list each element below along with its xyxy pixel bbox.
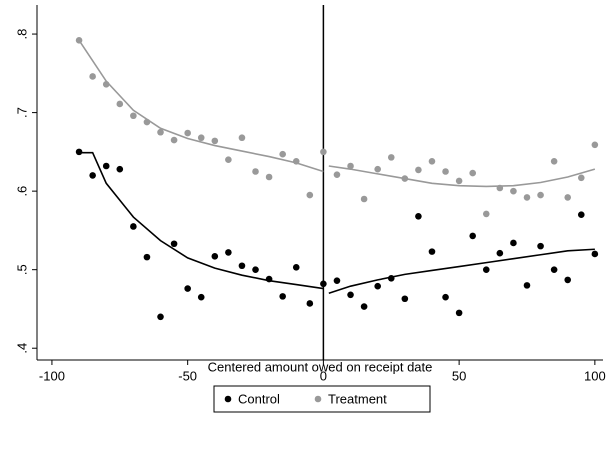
x-tick-label: 0 <box>320 368 327 383</box>
point <box>347 291 354 299</box>
fit-line <box>78 39 324 173</box>
point <box>265 173 273 181</box>
point <box>360 195 368 203</box>
point <box>184 129 191 137</box>
point <box>415 166 422 174</box>
point <box>523 282 531 289</box>
point <box>306 191 314 199</box>
point <box>279 150 286 158</box>
point <box>211 253 219 260</box>
point <box>428 248 436 255</box>
point <box>374 165 381 173</box>
legend-box <box>213 385 431 413</box>
point <box>577 174 585 182</box>
point <box>510 187 517 195</box>
point <box>238 262 246 270</box>
point <box>170 240 178 248</box>
y-tick-label: .4 <box>14 343 29 354</box>
x-tick-label: -50 <box>178 368 197 383</box>
point <box>320 280 327 288</box>
point <box>225 249 232 256</box>
legend-marker <box>224 395 232 403</box>
point <box>496 249 504 257</box>
point <box>157 313 164 321</box>
point <box>428 157 436 165</box>
y-tick-label: .7 <box>14 107 29 118</box>
point <box>564 194 572 201</box>
point <box>455 177 463 185</box>
point <box>197 134 205 142</box>
point <box>252 266 259 273</box>
point <box>387 154 395 161</box>
x-tick-label: -100 <box>39 368 65 383</box>
fit-line <box>79 151 324 290</box>
point <box>157 128 164 136</box>
point <box>320 148 327 156</box>
point <box>591 141 599 149</box>
legend-label: Treatment <box>328 391 387 406</box>
point <box>537 242 544 250</box>
point <box>225 156 232 164</box>
fit-line <box>328 248 595 295</box>
point <box>347 162 354 170</box>
legend-label: Control <box>238 391 280 406</box>
point <box>550 157 558 165</box>
point <box>197 293 205 301</box>
y-tick-label: .5 <box>14 264 29 275</box>
point <box>116 165 124 173</box>
point <box>401 295 409 303</box>
y-tick-label: .8 <box>14 29 29 40</box>
point <box>130 223 137 230</box>
point <box>550 266 558 273</box>
fit-line <box>328 165 596 188</box>
point <box>360 303 368 310</box>
point <box>184 285 191 292</box>
point <box>374 282 381 290</box>
point <box>469 169 476 177</box>
point <box>306 300 314 307</box>
point <box>116 100 124 108</box>
point <box>89 73 96 80</box>
point <box>482 266 490 273</box>
point <box>577 211 585 219</box>
point <box>482 210 490 218</box>
x-axis-label: Centered amount owed on receipt date <box>208 359 433 374</box>
x-tick-label: 100 <box>584 368 606 383</box>
point <box>238 134 246 142</box>
point <box>130 112 137 120</box>
point <box>170 136 178 144</box>
point <box>211 137 219 145</box>
legend-marker <box>314 395 322 403</box>
point <box>469 232 476 240</box>
point <box>442 168 449 175</box>
point <box>564 276 572 284</box>
point <box>279 293 286 300</box>
point <box>510 239 517 247</box>
point <box>523 194 531 201</box>
point <box>415 212 422 220</box>
point <box>455 309 463 317</box>
point <box>102 162 110 170</box>
point <box>143 253 151 261</box>
point <box>442 293 449 301</box>
point <box>333 171 341 178</box>
x-tick-label: 50 <box>452 368 466 383</box>
point <box>292 264 300 271</box>
point <box>252 168 259 175</box>
point <box>89 172 96 179</box>
point <box>333 277 341 284</box>
y-tick-label: .6 <box>14 186 29 197</box>
point <box>591 250 599 258</box>
point <box>537 191 544 199</box>
